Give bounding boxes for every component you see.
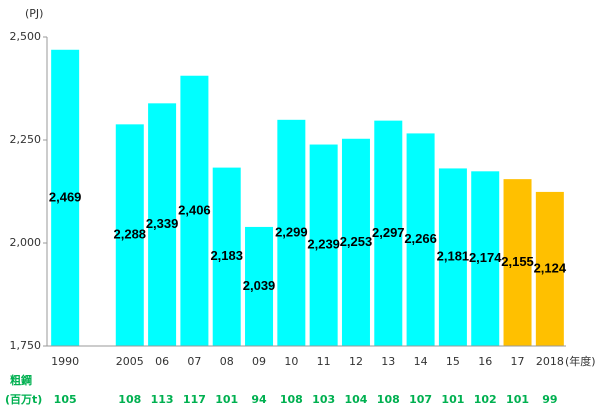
value-label: 2,299 — [275, 224, 308, 239]
steel-value: 105 — [54, 393, 77, 406]
value-label: 2,253 — [340, 234, 373, 249]
value-label: 2,183 — [210, 248, 243, 263]
steel-value: 101 — [506, 393, 529, 406]
x-tick-label: 08 — [220, 355, 234, 368]
steel-value: 104 — [344, 393, 367, 406]
x-tick-label: 11 — [317, 355, 331, 368]
value-label: 2,266 — [404, 231, 437, 246]
x-tick-label: 17 — [511, 355, 525, 368]
steel-value: 101 — [215, 393, 238, 406]
bar — [245, 226, 274, 346]
steel-value: 101 — [441, 393, 464, 406]
value-label: 2,174 — [469, 250, 502, 265]
x-tick-label: 06 — [155, 355, 169, 368]
bar — [438, 168, 467, 346]
x-tick-label: 07 — [187, 355, 201, 368]
x-tick-label: 13 — [381, 355, 395, 368]
x-tick-label: 10 — [284, 355, 298, 368]
steel-unit: (百万t) — [5, 393, 42, 406]
value-label: 2,039 — [243, 278, 276, 293]
value-label: 2,155 — [501, 254, 534, 269]
steel-value: 94 — [251, 393, 267, 406]
steel-value: 108 — [280, 393, 303, 406]
bar — [180, 75, 209, 346]
value-label: 2,239 — [307, 237, 340, 252]
steel-label: 粗鋼 — [10, 373, 32, 387]
bar — [341, 138, 370, 346]
steel-value: 102 — [474, 393, 497, 406]
steel-value: 108 — [118, 393, 141, 406]
y-tick-label: 1,750 — [10, 339, 42, 352]
steel-value: 113 — [151, 393, 174, 406]
value-label: 2,406 — [178, 202, 211, 217]
steel-value: 99 — [542, 393, 557, 406]
value-label: 2,339 — [146, 216, 179, 231]
x-tick-label: 09 — [252, 355, 266, 368]
steel-value: 107 — [409, 393, 432, 406]
bar — [309, 144, 338, 346]
x-tick-label: 16 — [478, 355, 492, 368]
bar — [374, 120, 403, 346]
x-tick-label: 12 — [349, 355, 363, 368]
bar — [212, 167, 241, 346]
y-unit: (PJ) — [25, 7, 43, 20]
value-label: 2,124 — [534, 260, 567, 275]
bar — [471, 171, 500, 346]
value-label: 2,297 — [372, 225, 405, 240]
x-tick-label: 14 — [414, 355, 428, 368]
steel-value: 117 — [183, 393, 206, 406]
x-tick-label: 15 — [446, 355, 460, 368]
bar — [51, 49, 80, 346]
x-tick-label: 2005 — [116, 355, 144, 368]
x-tick-label: 2018 — [536, 355, 564, 368]
y-tick-label: 2,000 — [10, 236, 42, 249]
value-label: 2,181 — [437, 249, 470, 264]
value-label: 2,288 — [114, 227, 147, 242]
bar — [406, 133, 435, 346]
y-tick-label: 2,500 — [10, 30, 42, 43]
bar — [148, 103, 177, 346]
bar — [115, 124, 144, 347]
value-label: 2,469 — [49, 189, 82, 204]
steel-value: 108 — [377, 393, 400, 406]
steel-value: 103 — [312, 393, 335, 406]
y-tick-label: 2,250 — [10, 133, 42, 146]
x-tick-label: 1990 — [51, 355, 79, 368]
x-unit: (年度) — [565, 354, 596, 368]
bar — [503, 179, 532, 346]
bar — [277, 119, 306, 346]
bar — [535, 191, 564, 346]
